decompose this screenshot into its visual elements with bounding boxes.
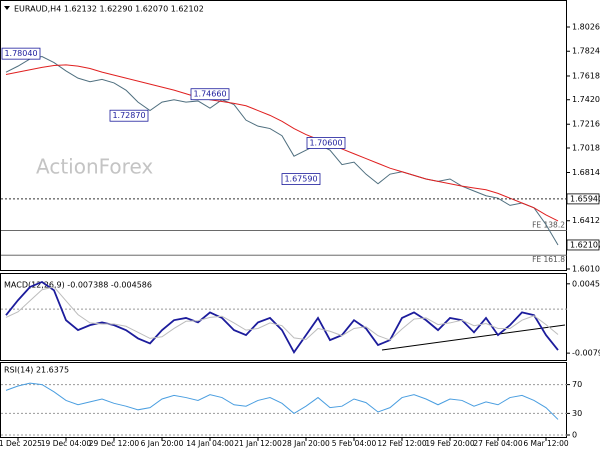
x-tick-label: 29 Dec 12:00 — [89, 439, 140, 448]
macd-trendline — [381, 324, 566, 351]
series-line — [5, 382, 559, 420]
price-tag — [566, 193, 600, 205]
annotation-label: 1.74660 — [193, 90, 226, 99]
y-tick-label: 1.60100 — [572, 265, 600, 274]
series-line — [5, 64, 559, 222]
annotation-box — [190, 88, 230, 101]
series-line — [5, 56, 559, 246]
macd-title: MACD(12,26,9) -0.007388 -0.004586 — [4, 281, 152, 290]
x-tick-label: 28 Jan 20:00 — [282, 439, 330, 448]
macd-panel — [0, 273, 567, 361]
annotation-box — [281, 173, 321, 185]
series-line — [5, 286, 559, 341]
price-tag-label: 1.65940 — [570, 194, 600, 203]
menu-triangle — [4, 6, 10, 10]
y-tick-label: 1.80260 — [572, 23, 600, 32]
annotation-label: 1.70600 — [309, 138, 342, 147]
fe-label: FE 161.8 — [532, 255, 565, 264]
x-tick-label: 6 Mar 12:00 — [523, 439, 569, 448]
annotation-box — [1, 47, 41, 60]
y-tick-label: 0 — [572, 431, 577, 440]
fe-label: FE 138.2 — [532, 221, 565, 230]
annotation-box — [109, 109, 149, 122]
price-tag-label: 1.62102 — [570, 240, 600, 249]
y-tick-label: 1.70180 — [572, 144, 600, 153]
y-tick-label: -0.007957 — [572, 349, 600, 358]
y-tick-label: 1.76180 — [572, 71, 600, 80]
x-tick-label: 14 Jan 04:00 — [186, 439, 234, 448]
main-panel — [0, 0, 567, 271]
x-tick-label: 19 Feb 20:00 — [425, 439, 474, 448]
x-tick-label: 11 Dec 2025 — [0, 439, 42, 448]
annotation-box — [306, 137, 346, 149]
y-tick-label: 1.68140 — [572, 168, 600, 177]
x-tick-label: 12 Feb 12:00 — [377, 439, 426, 448]
annotation-label: 1.72870 — [112, 111, 145, 120]
y-tick-label: 1.64120 — [572, 216, 600, 225]
watermark: ActionForex — [36, 155, 153, 179]
rsi-panel — [0, 362, 567, 438]
y-tick-label: 30 — [572, 409, 582, 418]
x-tick-label: 5 Feb 04:00 — [332, 439, 377, 448]
chart-title: EURAUD,H4 1.62132 1.62290 1.62070 1.6210… — [14, 5, 204, 14]
annotation-label: 1.67590 — [284, 175, 317, 184]
x-tick-label: 27 Feb 04:00 — [473, 439, 522, 448]
y-tick-label: 1.78240 — [572, 47, 600, 56]
y-tick-label: 1.74200 — [572, 95, 600, 104]
price-tag — [566, 239, 600, 251]
x-tick-label: 19 Dec 04:00 — [41, 439, 92, 448]
annotation-label: 1.78040 — [4, 49, 37, 58]
y-tick-label: 0.00457 — [572, 279, 600, 288]
x-tick-label: 6 Jan 20:00 — [141, 439, 184, 448]
y-tick-label: 70 — [572, 380, 582, 389]
x-tick-label: 21 Jan 12:00 — [234, 439, 282, 448]
y-tick-label: 1.72160 — [572, 120, 600, 129]
rsi-title: RSI(14) 21.6375 — [4, 366, 69, 375]
